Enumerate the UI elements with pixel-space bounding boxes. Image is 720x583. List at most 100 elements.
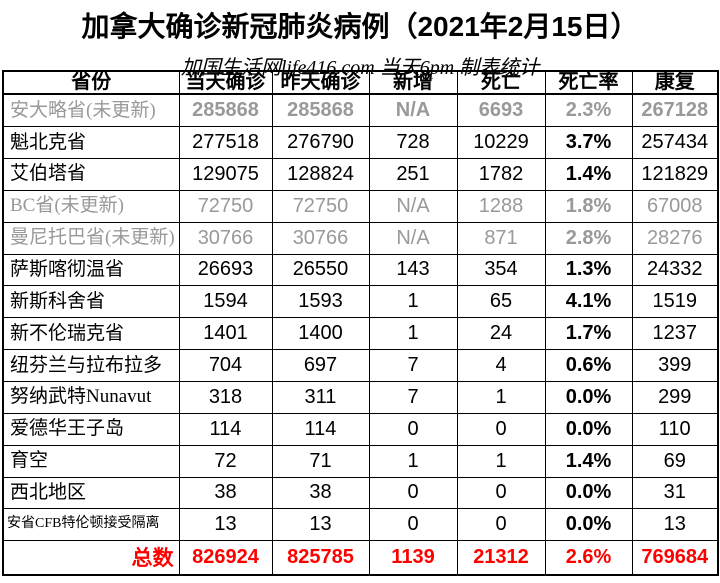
cell-deaths: 1	[456, 444, 546, 478]
col-header-deaths: 死亡	[456, 70, 546, 95]
cell-deaths: 24	[456, 317, 546, 351]
cell-province: 安大略省(未更新)	[2, 93, 180, 128]
cell-deaths: 0	[456, 508, 546, 542]
cell-yesterday: 285868	[271, 93, 370, 128]
cell-province: 新斯科舍省	[2, 285, 180, 319]
cell-today: 72750	[178, 189, 273, 223]
cell-new: 0	[368, 412, 458, 446]
total-row: 总数 826924 825785 1139 21312 2.6% 769684	[2, 540, 719, 576]
cell-deaths: 1782	[456, 157, 546, 191]
cell-province: 西北地区	[2, 476, 180, 510]
cell-recovered: 31	[631, 476, 719, 510]
cell-province: 努纳武特Nunavut	[2, 380, 180, 414]
cell-recovered: 24332	[631, 253, 719, 287]
cell-province: BC省(未更新)	[2, 189, 180, 223]
cell-yesterday: 30766	[271, 221, 370, 255]
cell-rate: 2.8%	[544, 221, 633, 255]
cell-today: 1594	[178, 285, 273, 319]
cell-rate: 3.7%	[544, 126, 633, 159]
cell-deaths: 0	[456, 412, 546, 446]
cell-deaths: 65	[456, 285, 546, 319]
header-row: 省份 当天确诊 昨天确诊 新增 死亡 死亡率 康复	[2, 70, 719, 95]
table-row: 西北地区 38 38 0 0 0.0% 31	[2, 476, 719, 510]
cell-today: 826924	[178, 540, 273, 576]
table-row: 育空 72 71 1 1 1.4% 69	[2, 444, 719, 478]
cell-province: 育空	[2, 444, 180, 478]
cell-today: 38	[178, 476, 273, 510]
cell-new: N/A	[368, 189, 458, 223]
cell-yesterday: 13	[271, 508, 370, 542]
cell-new: 728	[368, 126, 458, 159]
cell-yesterday: 128824	[271, 157, 370, 191]
cell-today: 13	[178, 508, 273, 542]
cell-province: 艾伯塔省	[2, 157, 180, 191]
cell-deaths: 21312	[456, 540, 546, 576]
cell-today: 30766	[178, 221, 273, 255]
cell-province: 曼尼托巴省(未更新)	[2, 221, 180, 255]
table-row: 安大略省(未更新) 285868 285868 N/A 6693 2.3% 267128	[2, 93, 719, 128]
cell-today: 26693	[178, 253, 273, 287]
cell-new: 0	[368, 476, 458, 510]
cell-rate: 4.1%	[544, 285, 633, 319]
cell-today: 129075	[178, 157, 273, 191]
table-body: 安大略省(未更新) 285868 285868 N/A 6693 2.3% 267128 魁北…	[2, 93, 719, 576]
col-header-province: 省份	[2, 70, 180, 95]
cell-rate: 0.0%	[544, 380, 633, 414]
cell-new: 0	[368, 508, 458, 542]
cell-recovered: 69	[631, 444, 719, 478]
cell-recovered: 769684	[631, 540, 719, 576]
cell-rate: 0.0%	[544, 508, 633, 542]
cell-rate: 1.3%	[544, 253, 633, 287]
cell-recovered: 267128	[631, 93, 719, 128]
cell-deaths: 0	[456, 476, 546, 510]
cell-recovered: 110	[631, 412, 719, 446]
page-title: 加拿大确诊新冠肺炎病例（2021年2月15日）	[81, 11, 639, 42]
table-row: 萨斯喀彻温省 26693 26550 143 354 1.3% 24332	[2, 253, 719, 287]
cell-rate: 1.4%	[544, 157, 633, 191]
cell-recovered: 1237	[631, 317, 719, 351]
cell-new: 143	[368, 253, 458, 287]
cell-rate: 0.0%	[544, 476, 633, 510]
table-row: 曼尼托巴省(未更新) 30766 30766 N/A 871 2.8% 28276	[2, 221, 719, 255]
cell-today: 704	[178, 349, 273, 382]
col-header-recovered: 康复	[631, 70, 719, 95]
table-row: 纽芬兰与拉布拉多 704 697 7 4 0.6% 399	[2, 349, 719, 382]
table-row: 魁北克省 277518 276790 728 10229 3.7% 257434	[2, 126, 719, 159]
cell-recovered: 67008	[631, 189, 719, 223]
cell-deaths: 1	[456, 380, 546, 414]
cell-new: 1139	[368, 540, 458, 576]
cell-deaths: 871	[456, 221, 546, 255]
cell-new: N/A	[368, 221, 458, 255]
cell-province: 爱德华王子岛	[2, 412, 180, 446]
cell-rate: 2.6%	[544, 540, 633, 576]
cell-yesterday: 1400	[271, 317, 370, 351]
cell-today: 1401	[178, 317, 273, 351]
cell-new: 1	[368, 285, 458, 319]
covid-stats-table: 省份 当天确诊 昨天确诊 新增 死亡 死亡率 康复 安大略省(未更新) 28586…	[2, 70, 719, 576]
cell-deaths: 354	[456, 253, 546, 287]
cell-today: 72	[178, 444, 273, 478]
cell-rate: 0.6%	[544, 349, 633, 382]
cell-recovered: 13	[631, 508, 719, 542]
cell-rate: 1.4%	[544, 444, 633, 478]
table-row: BC省(未更新) 72750 72750 N/A 1288 1.8% 67008	[2, 189, 719, 223]
table-row: 新不伦瑞克省 1401 1400 1 24 1.7% 1237	[2, 317, 719, 351]
cell-deaths: 10229	[456, 126, 546, 159]
cell-yesterday: 697	[271, 349, 370, 382]
cell-province: 纽芬兰与拉布拉多	[2, 349, 180, 382]
cell-yesterday: 72750	[271, 189, 370, 223]
cell-today: 318	[178, 380, 273, 414]
cell-new: 251	[368, 157, 458, 191]
cell-province: 魁北克省	[2, 126, 180, 159]
cell-yesterday: 1593	[271, 285, 370, 319]
cell-deaths: 4	[456, 349, 546, 382]
table-row: 新斯科舍省 1594 1593 1 65 4.1% 1519	[2, 285, 719, 319]
cell-yesterday: 825785	[271, 540, 370, 576]
table-row: 艾伯塔省 129075 128824 251 1782 1.4% 121829	[2, 157, 719, 191]
cell-recovered: 1519	[631, 285, 719, 319]
cell-yesterday: 71	[271, 444, 370, 478]
col-header-today-confirmed: 当天确诊	[178, 70, 273, 95]
col-header-new-cases: 新增	[368, 70, 458, 95]
cell-today: 114	[178, 412, 273, 446]
cell-new: 1	[368, 317, 458, 351]
